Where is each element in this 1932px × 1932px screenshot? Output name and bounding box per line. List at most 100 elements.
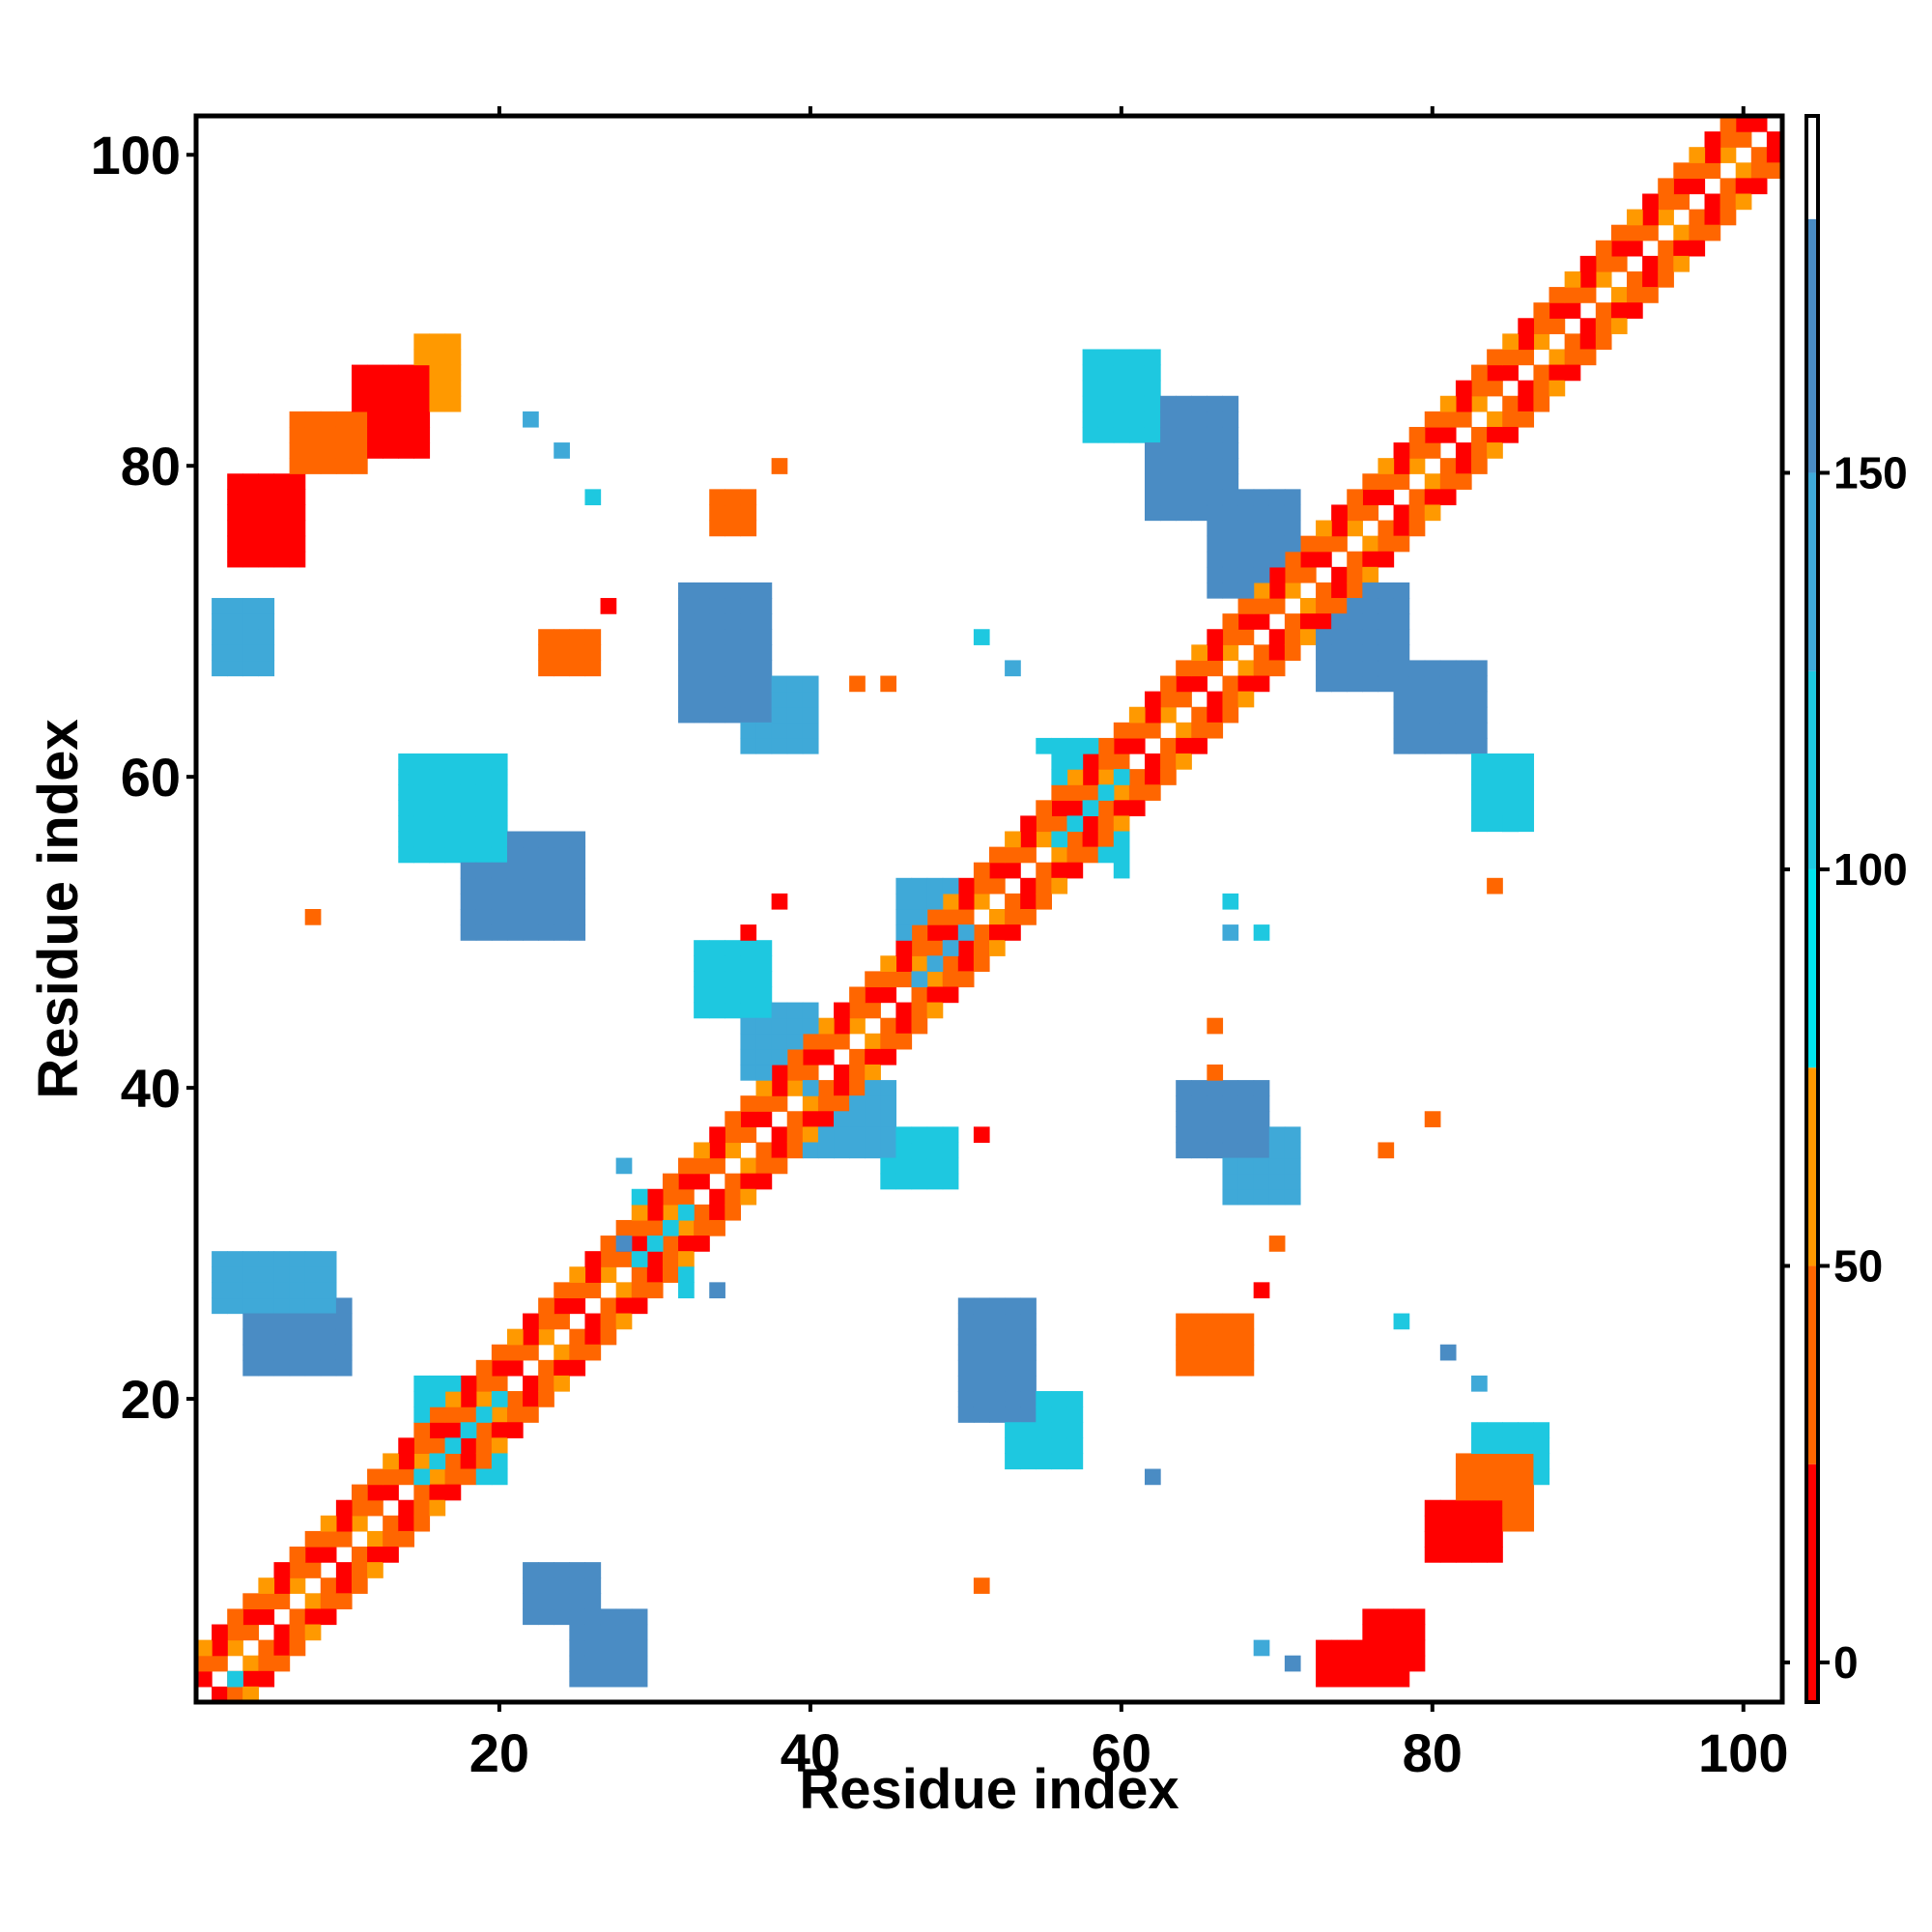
heatmap-cell bbox=[444, 1453, 462, 1470]
heatmap-cell bbox=[335, 1297, 353, 1315]
heatmap-cell bbox=[1316, 582, 1332, 599]
heatmap-cell bbox=[491, 1422, 508, 1438]
heatmap-cell bbox=[304, 1344, 322, 1361]
heatmap-cell bbox=[1362, 551, 1379, 568]
heatmap-cell bbox=[973, 1297, 990, 1315]
heatmap-cell bbox=[429, 784, 446, 801]
heatmap-cell bbox=[1750, 147, 1768, 163]
heatmap-cell bbox=[1658, 255, 1674, 272]
heatmap-cell bbox=[429, 364, 446, 382]
heatmap-cell bbox=[1005, 1391, 1021, 1407]
heatmap-cell bbox=[320, 1344, 337, 1361]
heatmap-cell bbox=[1658, 270, 1674, 288]
heatmap-cell bbox=[1502, 1437, 1519, 1455]
colorbar-band bbox=[1806, 670, 1818, 869]
heatmap-cell bbox=[227, 535, 243, 553]
heatmap-cell bbox=[942, 1126, 959, 1144]
heatmap-cell bbox=[1471, 1530, 1488, 1548]
heatmap-cell bbox=[834, 1017, 850, 1035]
heatmap-cell bbox=[1347, 504, 1363, 522]
heatmap-cell bbox=[631, 1266, 648, 1283]
heatmap-cell bbox=[554, 924, 570, 941]
heatmap-cell bbox=[335, 1562, 353, 1578]
heatmap-cell bbox=[413, 846, 431, 864]
heatmap-cell bbox=[880, 1111, 897, 1127]
heatmap-cell bbox=[584, 1670, 602, 1688]
heatmap-cell bbox=[475, 846, 493, 864]
heatmap-cell bbox=[383, 395, 399, 412]
heatmap-cell bbox=[1284, 1655, 1301, 1672]
heatmap-cell bbox=[1128, 426, 1146, 443]
heatmap-cell bbox=[1455, 395, 1472, 412]
heatmap-cell bbox=[740, 489, 757, 506]
heatmap-cell bbox=[1439, 489, 1457, 506]
heatmap-cell bbox=[911, 940, 928, 956]
heatmap-cell bbox=[1005, 1406, 1021, 1423]
heatmap-cell bbox=[569, 877, 586, 895]
heatmap-cell bbox=[1113, 784, 1130, 801]
heatmap-cell bbox=[1036, 1453, 1052, 1470]
heatmap-cell bbox=[973, 1406, 990, 1423]
heatmap-cell bbox=[475, 924, 493, 941]
heatmap-cell bbox=[834, 1142, 850, 1159]
x-tick-label: 20 bbox=[469, 1722, 529, 1783]
heatmap-cell bbox=[1393, 722, 1410, 739]
heatmap-cell bbox=[709, 504, 725, 522]
heatmap-cell bbox=[1066, 800, 1084, 817]
heatmap-cell bbox=[989, 1344, 1006, 1361]
heatmap-cell bbox=[413, 1391, 431, 1407]
heatmap-cell bbox=[615, 1655, 633, 1672]
heatmap-cell bbox=[475, 1437, 493, 1455]
heatmap-cell bbox=[1113, 753, 1130, 770]
heatmap-cell bbox=[1502, 1453, 1519, 1470]
heatmap-cell bbox=[460, 1453, 477, 1470]
heatmap-cell bbox=[1331, 520, 1348, 537]
heatmap-cell bbox=[289, 489, 306, 506]
heatmap-cell bbox=[1424, 442, 1441, 459]
heatmap-cell bbox=[880, 1126, 897, 1144]
heatmap-cell bbox=[957, 1406, 975, 1423]
heatmap-cell bbox=[694, 1236, 710, 1252]
heatmap-cell bbox=[413, 333, 431, 351]
heatmap-cell bbox=[740, 598, 757, 614]
heatmap-cell bbox=[1128, 722, 1146, 739]
heatmap-cell bbox=[1735, 193, 1752, 211]
heatmap-cell bbox=[258, 1328, 275, 1346]
heatmap-cell bbox=[1642, 193, 1659, 211]
heatmap-cell bbox=[1393, 613, 1410, 630]
heatmap-cell bbox=[413, 411, 431, 428]
heatmap-cell bbox=[554, 877, 570, 895]
heatmap-cell bbox=[1455, 1468, 1472, 1486]
heatmap-cell bbox=[957, 1391, 975, 1407]
heatmap-cell bbox=[786, 1080, 804, 1096]
heatmap-cell bbox=[273, 1359, 291, 1377]
heatmap-cell bbox=[1207, 458, 1224, 474]
heatmap-cell bbox=[475, 1422, 493, 1438]
heatmap-cell bbox=[724, 504, 742, 522]
heatmap-cell bbox=[1408, 737, 1426, 754]
heatmap-cell bbox=[1316, 520, 1332, 537]
heatmap-cell bbox=[554, 862, 570, 879]
heatmap-cell bbox=[1735, 116, 1752, 132]
heatmap-cell bbox=[444, 784, 462, 801]
heatmap-cell bbox=[926, 1142, 944, 1159]
heatmap-cell bbox=[351, 1562, 368, 1578]
heatmap-cell bbox=[740, 1173, 757, 1190]
heatmap-cell bbox=[724, 1204, 742, 1221]
heatmap-cell bbox=[1097, 815, 1115, 833]
heatmap-cell bbox=[865, 1033, 881, 1050]
heatmap-cell bbox=[289, 520, 306, 537]
heatmap-cell bbox=[1439, 722, 1457, 739]
heatmap-cell bbox=[678, 1282, 695, 1299]
heatmap-cell bbox=[320, 1313, 337, 1330]
heatmap-cell bbox=[304, 1624, 322, 1641]
heatmap-cell bbox=[538, 831, 554, 848]
heatmap-cell bbox=[1393, 629, 1410, 645]
heatmap-cell bbox=[1253, 1111, 1270, 1127]
heatmap-cell bbox=[709, 706, 725, 724]
heatmap-cell bbox=[523, 1344, 539, 1361]
heatmap-cell bbox=[320, 1547, 337, 1563]
heatmap-cell bbox=[1548, 380, 1566, 397]
heatmap-cell bbox=[242, 1282, 259, 1299]
